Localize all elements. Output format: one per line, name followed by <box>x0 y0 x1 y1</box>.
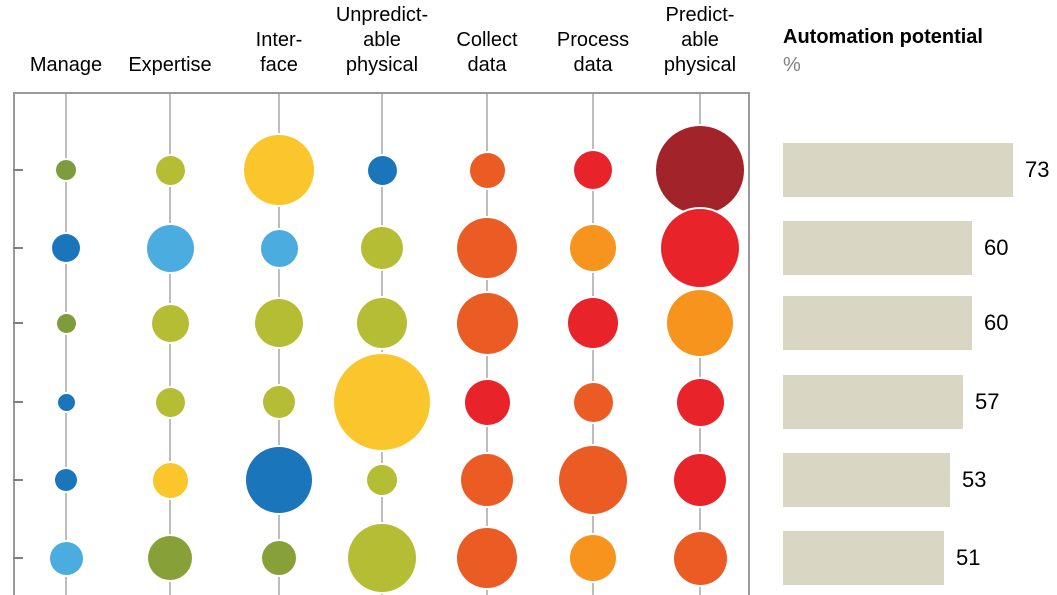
column-header-line: face <box>260 54 298 76</box>
bubble-predictable-physical-row-2 <box>667 290 733 356</box>
bubble-collect-data-row-5 <box>457 528 517 588</box>
column-header-line: Manage <box>29 54 103 76</box>
axis-tick-row-0 <box>13 169 23 171</box>
automation-potential-value-3: 57 <box>975 389 1000 414</box>
bubble-manage-row-5 <box>49 541 83 575</box>
column-header-line: able <box>681 29 719 51</box>
column-header-line: Process <box>556 29 630 51</box>
bubble-process-data-row-3 <box>573 382 613 422</box>
column-header-predictable-physical: Predict-able physical <box>620 3 780 78</box>
automation-potential-bar-0 <box>783 143 1013 197</box>
bubble-predictable-physical-row-4 <box>674 454 726 506</box>
automation-potential-bar-4 <box>783 453 950 507</box>
bubble-unpredictable-physical-row-4 <box>367 465 397 495</box>
axis-tick-row-3 <box>13 401 23 403</box>
bubble-manage-row-2 <box>56 313 76 333</box>
plot-border-top <box>13 92 750 94</box>
bubble-predictable-physical-row-5 <box>673 531 727 585</box>
column-header-collect-data: Collect data <box>407 28 567 78</box>
column-header-line: data <box>467 54 507 76</box>
automation-potential-bar-2 <box>783 296 972 350</box>
bubble-expertise-row-5 <box>148 536 192 580</box>
column-header-line: Collect <box>456 29 518 51</box>
bubble-interface-row-4 <box>246 447 312 513</box>
column-header-line: able <box>363 29 401 51</box>
bubble-expertise-row-4 <box>152 462 188 498</box>
bubble-unpredictable-physical-row-2 <box>357 298 407 348</box>
bubble-predictable-physical-row-1 <box>661 209 739 287</box>
bubble-manage-row-4 <box>55 469 77 491</box>
automation-potential-bar-5 <box>783 531 944 585</box>
column-header-line: Predict- <box>665 4 735 26</box>
column-header-unpredictable-physical: Unpredict-able physical <box>302 3 462 78</box>
bubble-collect-data-row-4 <box>461 454 513 506</box>
column-header-interface: Inter-face <box>199 28 359 78</box>
bubble-process-data-row-1 <box>570 225 616 271</box>
automation-potential-value-4: 53 <box>962 467 987 492</box>
bubble-collect-data-row-3 <box>464 379 510 425</box>
bubble-predictable-physical-row-3 <box>676 378 724 426</box>
bubble-process-data-row-0 <box>574 151 612 189</box>
bubble-predictable-physical-row-0 <box>656 126 744 214</box>
automation-potential-bar-3 <box>783 375 963 429</box>
automation-potential-value-1: 60 <box>984 235 1009 260</box>
bubble-manage-row-3 <box>57 393 75 411</box>
column-header-expertise: Expertise <box>90 53 250 78</box>
automation-potential-value-0: 73 <box>1025 157 1050 182</box>
panel-unit-label: % <box>783 54 801 76</box>
column-header-line: physical <box>663 54 737 76</box>
bubble-collect-data-row-0 <box>469 152 505 188</box>
column-header-line: Inter- <box>255 29 303 51</box>
bubble-collect-data-row-2 <box>456 292 518 354</box>
bubble-collect-data-row-1 <box>457 218 517 278</box>
bubble-interface-row-5 <box>262 541 296 575</box>
bubble-manage-row-1 <box>52 234 80 262</box>
column-header-line: data <box>573 54 613 76</box>
column-header-line: physical <box>345 54 419 76</box>
column-header-process-data: Process data <box>513 28 673 78</box>
bubble-interface-row-2 <box>255 299 303 347</box>
axis-tick-row-2 <box>13 322 23 324</box>
bubble-interface-row-1 <box>260 229 298 267</box>
plot-border-right <box>748 92 750 595</box>
column-header-manage: Manage <box>0 53 146 78</box>
bubble-expertise-row-0 <box>155 155 185 185</box>
bubble-manage-row-0 <box>56 160 76 180</box>
gridline-expertise <box>169 92 171 595</box>
axis-tick-row-1 <box>13 247 23 249</box>
column-header-line: Expertise <box>128 54 212 76</box>
bubble-process-data-row-2 <box>568 298 618 348</box>
automation-potential-value-5: 51 <box>956 545 981 570</box>
bubble-process-data-row-5 <box>570 535 616 581</box>
automation-potential-value-2: 60 <box>984 310 1009 335</box>
gridline-manage <box>65 92 67 595</box>
plot-border-left <box>13 92 15 595</box>
bubble-interface-row-3 <box>263 386 295 418</box>
bubble-unpredictable-physical-row-1 <box>361 227 403 269</box>
bubble-expertise-row-1 <box>146 224 194 272</box>
bubble-unpredictable-physical-row-3 <box>334 354 430 450</box>
bubble-unpredictable-physical-row-0 <box>367 155 397 185</box>
bubble-unpredictable-physical-row-5 <box>348 524 416 592</box>
axis-tick-row-5 <box>13 557 23 559</box>
bubble-expertise-row-2 <box>151 304 189 342</box>
axis-tick-row-4 <box>13 479 23 481</box>
bubble-expertise-row-3 <box>155 387 185 417</box>
bubble-interface-row-0 <box>244 135 314 205</box>
column-header-line: Unpredict- <box>335 4 429 26</box>
automation-potential-bar-1 <box>783 221 972 275</box>
panel-title: Automation potential <box>783 26 983 48</box>
bubble-process-data-row-4 <box>559 446 627 514</box>
